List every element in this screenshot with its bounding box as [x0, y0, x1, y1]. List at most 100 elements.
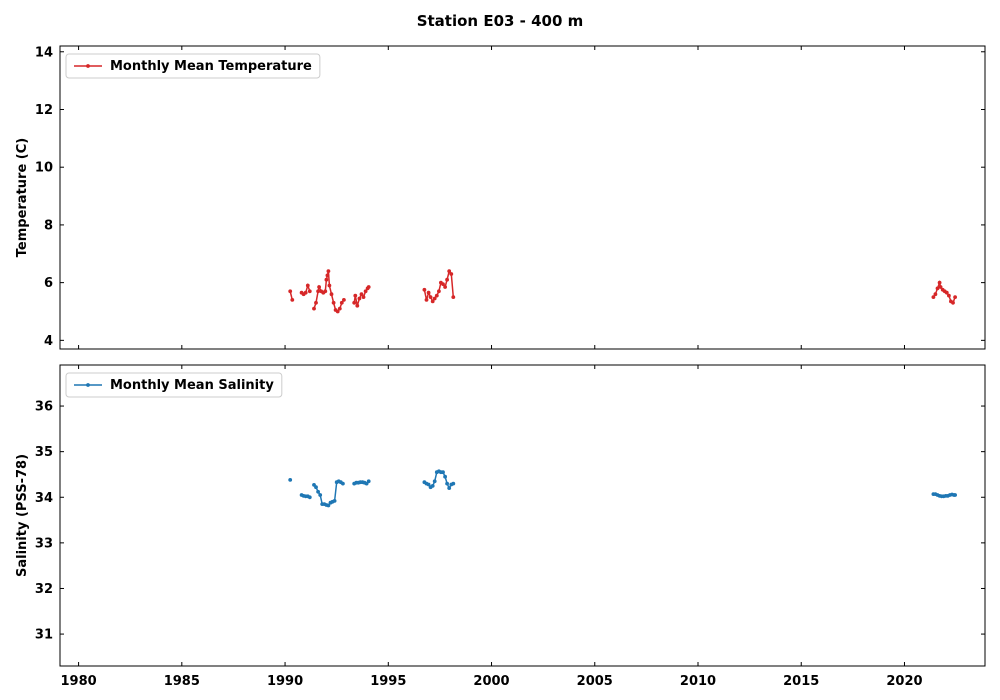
- x-tick-label: 2005: [577, 674, 613, 689]
- legend-box: [65, 372, 283, 398]
- data-point: [443, 285, 447, 289]
- y-tick-label: 33: [35, 536, 53, 551]
- data-point: [451, 295, 456, 299]
- data-point: [366, 285, 371, 289]
- data-point: [288, 478, 293, 482]
- data-point: [432, 296, 437, 301]
- data-point: [339, 300, 344, 305]
- plot-frame: [59, 45, 986, 350]
- data-point: [323, 289, 328, 294]
- series-monthly-mean-salinity: [288, 469, 957, 508]
- data-point: [314, 485, 318, 490]
- data-point: [326, 269, 331, 273]
- data-point: [329, 292, 334, 297]
- legend: Monthly Mean Salinity: [65, 372, 283, 398]
- data-point: [305, 283, 310, 288]
- y-tick-label: 6: [44, 276, 53, 291]
- data-point: [359, 292, 364, 297]
- y-tick-label: 31: [35, 628, 53, 643]
- x-tick-label: 2000: [473, 674, 509, 689]
- data-point: [307, 289, 312, 294]
- y-tick-label: 10: [35, 161, 53, 176]
- data-point: [931, 295, 936, 299]
- x-tick-label: 1995: [370, 674, 406, 689]
- data-point: [355, 303, 360, 308]
- data-point: [331, 300, 336, 305]
- legend-marker: [86, 64, 90, 68]
- data-point: [342, 298, 346, 302]
- data-point: [326, 503, 331, 508]
- data-point: [327, 283, 332, 288]
- legend-marker: [86, 383, 90, 387]
- y-axis-label: Salinity (PSS-78): [15, 454, 30, 577]
- data-point: [443, 474, 447, 479]
- data-point: [303, 290, 308, 295]
- data-point: [341, 481, 345, 486]
- y-tick-label: 12: [35, 103, 53, 118]
- data-point: [312, 306, 316, 311]
- figure-title: Station E03 - 400 m: [417, 12, 584, 30]
- data-point: [361, 295, 366, 299]
- data-point: [428, 295, 433, 299]
- data-point: [353, 293, 358, 298]
- data-point: [307, 495, 312, 500]
- data-point: [432, 479, 437, 484]
- data-point: [314, 300, 318, 305]
- y-tick-label: 36: [35, 400, 53, 415]
- data-point: [325, 273, 330, 278]
- data-point: [944, 290, 949, 295]
- data-point: [318, 493, 323, 497]
- y-tick-label: 8: [44, 218, 53, 233]
- y-tick-label: 14: [35, 45, 53, 60]
- data-point: [447, 486, 452, 490]
- plot-frame: [59, 364, 986, 667]
- data-point: [363, 289, 368, 294]
- data-point: [947, 293, 951, 298]
- data-point: [422, 287, 427, 292]
- salinity-panel: 1980 1985 1990 1995 2000 2005 2010 2015 2020 31 32…: [15, 364, 986, 689]
- x-tick-label: 1985: [164, 674, 200, 689]
- data-point: [935, 286, 940, 291]
- data-point: [430, 299, 435, 304]
- data-point: [434, 293, 439, 298]
- data-point: [332, 499, 337, 503]
- data-point: [324, 277, 329, 282]
- data-point: [337, 306, 342, 311]
- data-point: [426, 290, 431, 295]
- y-tick-label: 35: [35, 445, 53, 460]
- data-point: [447, 269, 452, 273]
- legend-label: Monthly Mean Temperature: [110, 59, 312, 74]
- data-point: [449, 272, 454, 276]
- data-point: [316, 289, 320, 294]
- x-tick-label: 2015: [783, 674, 819, 689]
- data-point: [366, 479, 371, 484]
- data-point: [953, 295, 957, 299]
- data-point: [441, 470, 445, 475]
- data-point: [357, 296, 362, 301]
- data-point: [335, 309, 340, 314]
- legend-label: Monthly Mean Salinity: [110, 378, 274, 393]
- data-point: [424, 298, 429, 302]
- data-point: [441, 282, 445, 286]
- x-tick-label: 1980: [60, 674, 96, 689]
- y-tick-label: 32: [35, 582, 53, 597]
- data-point: [430, 484, 435, 488]
- data-point: [953, 493, 957, 497]
- data-point: [938, 285, 943, 289]
- y-axis-label: Temperature (C): [15, 138, 30, 257]
- data-point: [290, 298, 295, 302]
- data-point: [445, 277, 449, 282]
- legend: Monthly Mean Temperature: [65, 53, 321, 79]
- data-point: [352, 300, 357, 305]
- x-tick-label: 2020: [886, 674, 922, 689]
- data-point: [933, 292, 938, 297]
- data-point: [288, 289, 293, 294]
- legend-box: [65, 53, 321, 79]
- data-point: [951, 300, 955, 305]
- data-point: [445, 481, 449, 486]
- data-point: [317, 285, 321, 289]
- data-point: [437, 289, 441, 294]
- y-tick-label: 4: [44, 334, 53, 349]
- data-point: [316, 489, 320, 494]
